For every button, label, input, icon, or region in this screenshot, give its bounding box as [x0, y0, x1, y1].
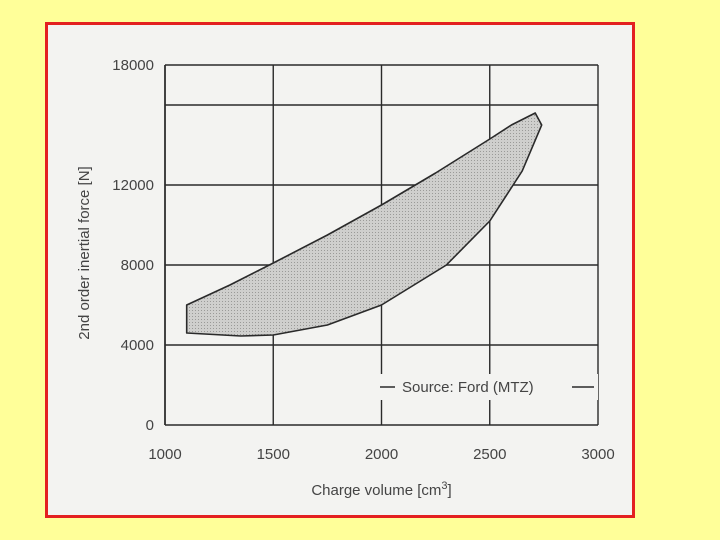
x-axis-title-superscript: 3 — [441, 480, 447, 492]
x-tick-label-3000: 3000 — [581, 446, 614, 463]
chart-frame: 1000 1500 2000 2500 3000 0 4000 8000 12000 18000 … — [45, 22, 635, 518]
y-tick-label-0: 0 — [146, 417, 154, 434]
x-tick-label-2000: 2000 — [365, 446, 398, 463]
chart-svg: 1000 1500 2000 2500 30000400080001200018000 … — [76, 57, 615, 499]
y-tick-label-12000: 12000 — [112, 177, 154, 194]
x-tick-label-2500: 2500 — [473, 446, 506, 463]
y-tick-label-4000: 4000 — [121, 337, 154, 354]
shaded-region-layer — [185, 112, 543, 337]
x-axis-title-text: Charge volume [cm — [311, 482, 441, 499]
x-tick-label-1000: 1000 — [148, 446, 181, 463]
x-axis-title-end: ] — [448, 482, 452, 499]
axes — [164, 65, 598, 426]
grid — [164, 64, 599, 425]
tick-labels: 1000 1500 2000 2500 3000 0 4000 8000 12000 18000 — [112, 57, 614, 463]
x-axis-title: Charge volume [cm3] — [311, 480, 451, 499]
y-tick-label-18000: 18000 — [112, 57, 154, 74]
x-tick-label-1500: 1500 — [257, 446, 290, 463]
y-axis-title: 2nd order inertial force [N] — [76, 166, 93, 339]
y-tick-label-8000: 8000 — [121, 257, 154, 274]
source-annotation: Source: Ford (MTZ) — [402, 379, 534, 396]
source-annotation-background — [373, 374, 598, 400]
shaded-region-0 — [185, 112, 543, 337]
